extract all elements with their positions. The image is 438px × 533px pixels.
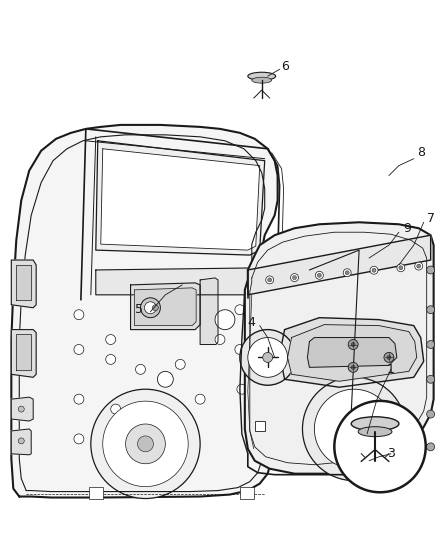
- Circle shape: [427, 341, 434, 349]
- Circle shape: [345, 271, 349, 274]
- Circle shape: [318, 273, 321, 277]
- Circle shape: [215, 335, 225, 344]
- Circle shape: [145, 302, 156, 314]
- Circle shape: [157, 372, 173, 387]
- Polygon shape: [248, 235, 431, 295]
- Circle shape: [290, 273, 298, 281]
- Circle shape: [106, 354, 116, 365]
- Circle shape: [293, 276, 297, 280]
- Ellipse shape: [252, 77, 272, 83]
- Circle shape: [348, 362, 358, 373]
- Polygon shape: [11, 429, 31, 455]
- Circle shape: [427, 266, 434, 274]
- Circle shape: [315, 271, 323, 279]
- Circle shape: [351, 365, 355, 369]
- Circle shape: [303, 377, 406, 481]
- Text: 7: 7: [427, 212, 434, 225]
- Circle shape: [348, 340, 358, 350]
- Polygon shape: [200, 278, 218, 344]
- Circle shape: [372, 268, 376, 272]
- Circle shape: [415, 262, 423, 270]
- Circle shape: [387, 356, 391, 359]
- Polygon shape: [307, 337, 397, 367]
- Circle shape: [240, 329, 296, 385]
- Text: 4: 4: [248, 316, 256, 329]
- Circle shape: [74, 394, 84, 404]
- Bar: [255, 421, 265, 431]
- Polygon shape: [245, 222, 434, 474]
- Text: 6: 6: [281, 60, 289, 73]
- Text: 1: 1: [387, 363, 395, 376]
- Polygon shape: [11, 125, 278, 497]
- Polygon shape: [16, 334, 31, 370]
- Ellipse shape: [351, 417, 399, 431]
- Circle shape: [235, 305, 245, 314]
- Polygon shape: [279, 318, 424, 387]
- Circle shape: [74, 434, 84, 444]
- Polygon shape: [11, 397, 33, 421]
- Circle shape: [427, 410, 434, 418]
- Text: 8: 8: [417, 146, 425, 159]
- Circle shape: [351, 343, 355, 346]
- Circle shape: [215, 310, 235, 329]
- Polygon shape: [96, 141, 265, 255]
- Circle shape: [138, 436, 153, 452]
- Circle shape: [74, 344, 84, 354]
- Circle shape: [268, 278, 272, 282]
- Circle shape: [126, 424, 165, 464]
- Circle shape: [427, 443, 434, 451]
- Circle shape: [334, 401, 426, 492]
- Circle shape: [141, 298, 160, 318]
- Polygon shape: [16, 265, 31, 300]
- Circle shape: [397, 264, 405, 272]
- Circle shape: [370, 266, 378, 274]
- Circle shape: [399, 266, 403, 270]
- Circle shape: [343, 269, 351, 277]
- Circle shape: [266, 276, 274, 284]
- Circle shape: [111, 404, 120, 414]
- Text: 3: 3: [387, 447, 395, 461]
- Circle shape: [235, 344, 245, 354]
- Circle shape: [106, 335, 116, 344]
- Circle shape: [384, 352, 394, 362]
- Circle shape: [263, 352, 273, 362]
- Polygon shape: [288, 325, 417, 381]
- Ellipse shape: [358, 427, 392, 437]
- Circle shape: [74, 310, 84, 320]
- Polygon shape: [134, 288, 196, 326]
- Circle shape: [427, 375, 434, 383]
- Circle shape: [18, 438, 24, 444]
- Ellipse shape: [248, 72, 276, 80]
- Text: 5: 5: [134, 303, 142, 316]
- Circle shape: [135, 365, 145, 374]
- Circle shape: [103, 401, 188, 487]
- Polygon shape: [131, 283, 200, 329]
- Polygon shape: [11, 260, 36, 308]
- Ellipse shape: [145, 411, 156, 427]
- Circle shape: [314, 389, 394, 469]
- Circle shape: [111, 439, 120, 449]
- Polygon shape: [11, 329, 36, 377]
- Circle shape: [427, 306, 434, 314]
- Circle shape: [195, 394, 205, 404]
- Circle shape: [175, 359, 185, 369]
- Ellipse shape: [160, 442, 170, 456]
- Polygon shape: [101, 149, 260, 250]
- Text: 9: 9: [403, 222, 411, 235]
- Circle shape: [417, 264, 421, 268]
- Circle shape: [18, 406, 24, 412]
- Circle shape: [152, 305, 159, 311]
- Circle shape: [248, 337, 288, 377]
- Bar: [89, 487, 103, 498]
- Polygon shape: [96, 268, 255, 295]
- Circle shape: [91, 389, 200, 498]
- Bar: [240, 487, 254, 498]
- Circle shape: [237, 384, 247, 394]
